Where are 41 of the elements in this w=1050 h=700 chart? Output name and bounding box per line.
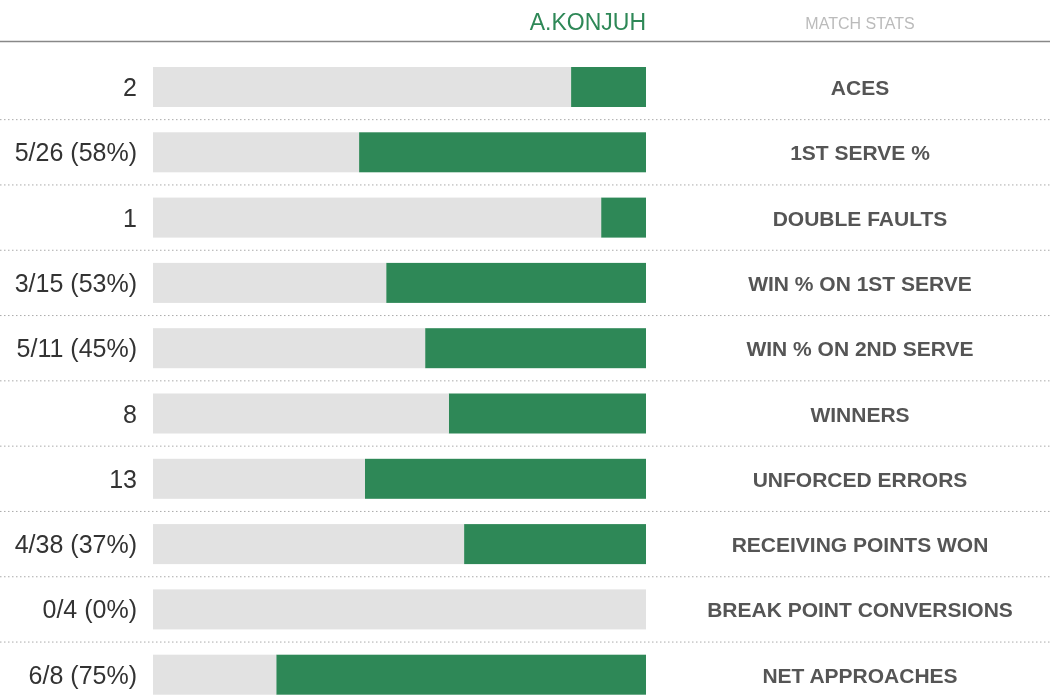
bar [359,132,646,173]
bar [153,132,360,173]
text: 6/8 (75%) [28,660,137,689]
bar [153,197,602,238]
bar [464,524,646,565]
bar [153,654,277,695]
bar [153,458,365,499]
y-tick-label: UNFORCED ERRORS [752,467,968,491]
bar [601,197,646,238]
bar [153,67,572,107]
bar [153,589,646,630]
y-tick-label: BREAK POINT CONVERSIONS [707,598,1013,622]
y-tick-label: WIN % ON 1ST SERVE [748,271,972,295]
bar [153,328,426,369]
bar [153,262,387,303]
text: 2 [123,73,137,101]
y-tick-label: ACES [830,76,890,99]
y-tick-label: WINNERS [810,402,910,426]
bar [386,262,646,303]
bar [153,393,449,434]
bar [448,393,646,434]
bar [153,524,465,565]
text: 3/15 (53%) [14,268,137,297]
y-tick-label: DOUBLE FAULTS [772,206,948,230]
bar [571,67,646,107]
y-tick-label: RECEIVING POINTS WON [731,533,989,557]
y-tick-label: 1ST SERVE % [790,141,931,165]
text: 1 [123,203,137,232]
text: 4/38 (37%) [14,530,137,559]
bar [425,328,646,369]
text: 13 [109,464,137,493]
text: 5/26 (58%) [14,138,137,167]
y-tick-label: WIN % ON 2ND SERVE [746,337,974,361]
text: 0/4 (0%) [42,595,137,624]
text: MATCH STATS [805,15,915,32]
bar [364,458,646,499]
text: 5/11 (45%) [16,334,137,363]
series-label: A.KONJUH [529,9,646,35]
y-tick-label: NET APPROACHES [762,663,958,687]
text: 8 [123,399,137,428]
bar [276,654,646,695]
